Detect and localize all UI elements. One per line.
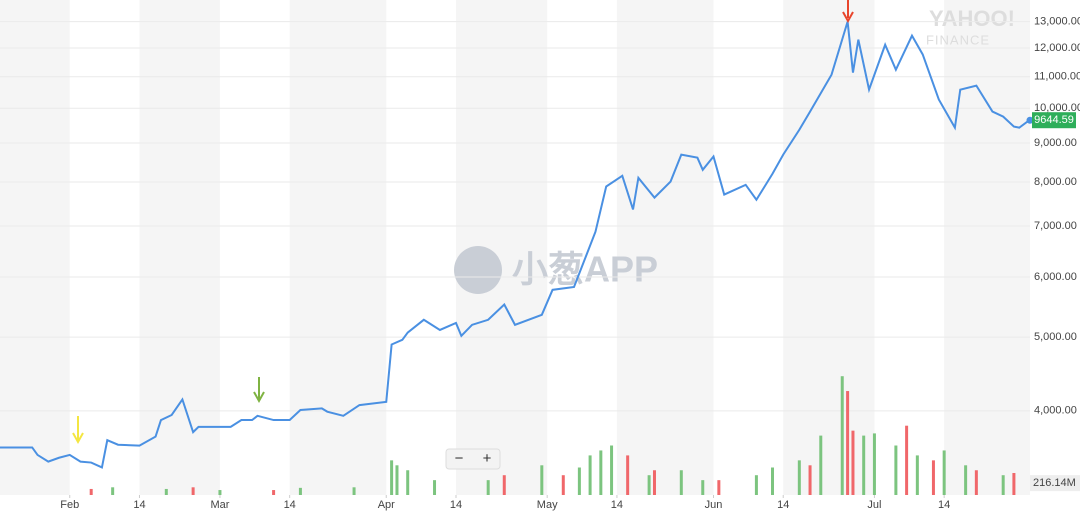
zoom-out[interactable]: −	[455, 450, 464, 467]
y2-tick-label: 216.14M	[1033, 477, 1076, 489]
band	[616, 0, 714, 495]
x-tick-label: Jul	[867, 499, 881, 511]
last-price-box	[1032, 112, 1076, 129]
volume-bar	[819, 435, 823, 495]
x-tick-label: 14	[611, 499, 623, 511]
volume-bar	[931, 460, 935, 495]
volume-bar	[754, 475, 758, 495]
volume-bar	[942, 450, 946, 495]
y-tick-label: 5,000.00	[1034, 331, 1077, 343]
volume-bar	[502, 475, 506, 495]
volume-bar	[905, 425, 909, 495]
volume-bar	[915, 455, 919, 495]
volume-bar	[717, 480, 721, 495]
volume-bar	[486, 480, 490, 495]
band	[139, 0, 220, 495]
volume-bar	[679, 470, 683, 495]
volume-bar	[626, 455, 630, 495]
y2-tick-box	[1030, 475, 1080, 492]
volume-bar	[540, 465, 544, 495]
x-tick-label: Apr	[378, 499, 395, 511]
volume-bar	[974, 470, 978, 495]
volume-bar	[647, 475, 651, 495]
volume-bar	[588, 455, 592, 495]
arrow	[253, 377, 265, 404]
volume-bar	[191, 487, 195, 495]
x-tick-label: 14	[777, 499, 789, 511]
x-tick-label: Jun	[705, 499, 723, 511]
y-tick-label: 11,000.00	[1034, 71, 1080, 83]
arrow	[842, 0, 854, 24]
price-line	[0, 21, 1031, 469]
x-tick-label: May	[537, 499, 558, 511]
y-tick-label: 8,000.00	[1034, 176, 1077, 188]
volume-bar	[599, 450, 603, 495]
watermark: 小葱APP	[512, 249, 658, 290]
volume-bar	[851, 430, 855, 495]
volume-bar	[395, 465, 399, 495]
volume-bar	[808, 465, 812, 495]
y-tick-label: 6,000.00	[1034, 271, 1077, 283]
volume-bar	[1012, 473, 1016, 495]
x-tick-label: Mar	[210, 499, 229, 511]
volume-bar	[298, 487, 302, 495]
volume-bar	[652, 470, 656, 495]
volume-bar	[872, 433, 876, 495]
logo: YAHOO!	[929, 6, 1015, 31]
y-tick-label: 7,000.00	[1034, 220, 1077, 232]
volume-bar	[964, 465, 968, 495]
volume-bar	[390, 460, 394, 495]
volume-bar	[610, 445, 614, 495]
volume-bar	[89, 488, 93, 495]
zoom-in[interactable]: +	[483, 450, 492, 467]
y-tick-label: 13,000.00	[1034, 16, 1080, 28]
volume-bar	[840, 376, 844, 495]
volume-bar	[406, 470, 410, 495]
volume-bar	[797, 460, 801, 495]
volume-bar	[164, 488, 168, 495]
band	[0, 0, 70, 495]
volume-bar	[1001, 475, 1005, 495]
volume-bar	[577, 467, 581, 495]
x-tick-label: Feb	[60, 499, 79, 511]
volume-bar	[862, 435, 866, 495]
volume-bar	[218, 490, 222, 495]
arrow	[72, 416, 84, 445]
watermark-icon	[454, 246, 502, 294]
y-tick-label: 10,000.00	[1034, 102, 1080, 114]
y-tick-label: 4,000.00	[1034, 405, 1077, 417]
x-tick-label: 14	[133, 499, 145, 511]
y-tick-label: 12,000.00	[1034, 42, 1080, 54]
last-price-label: 9644.59	[1034, 114, 1074, 126]
volume-bar	[111, 487, 115, 495]
plot: 4,000.00 5,000.00 6,000.00 7,000.00 8,000.00…	[0, 16, 1080, 511]
volume-bar	[352, 487, 356, 495]
volume-bar	[433, 480, 437, 495]
zoom-box	[445, 448, 501, 470]
band	[944, 0, 1030, 495]
volume-bar	[272, 490, 276, 495]
logo-sub: FINANCE	[926, 32, 990, 47]
axis-area	[1030, 0, 1080, 514]
annotation-arrows	[72, 0, 854, 445]
y-tick-label: 9,000.00	[1034, 137, 1077, 149]
volume-bar	[771, 467, 774, 495]
band	[289, 0, 387, 495]
x-tick-label: 14	[450, 499, 462, 511]
volume-bar	[846, 391, 850, 495]
volume-bar	[561, 475, 565, 495]
last-price-dot	[1026, 116, 1034, 124]
volume-bar	[894, 445, 898, 495]
zoom-controls: − +	[445, 448, 501, 470]
band	[783, 0, 875, 495]
x-tick-label: 14	[938, 499, 950, 511]
x-tick-label: 14	[284, 499, 296, 511]
volume-bar	[701, 480, 705, 495]
